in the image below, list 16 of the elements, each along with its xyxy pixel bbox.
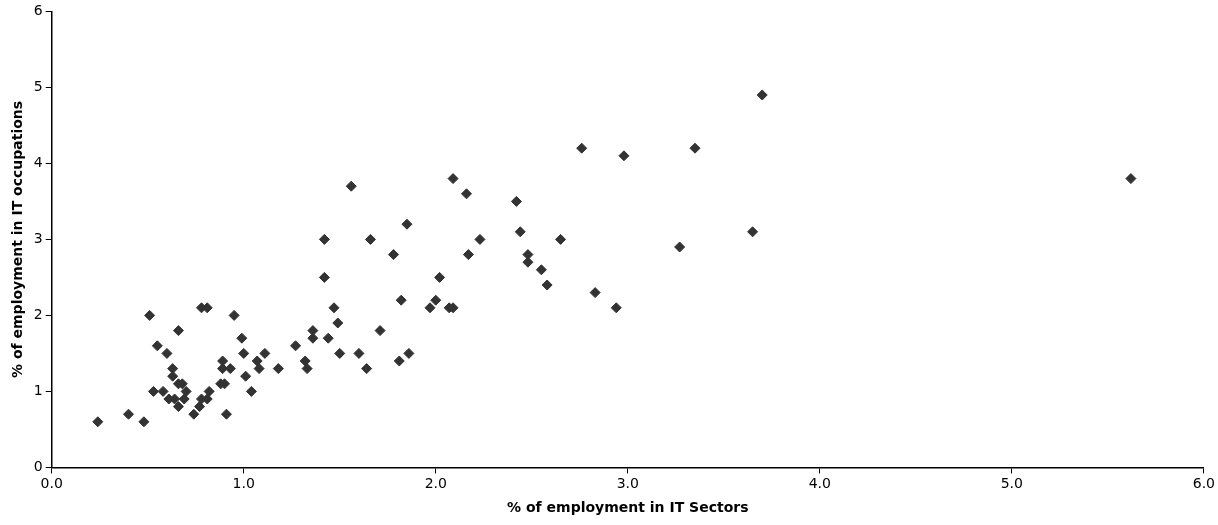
x-tick-label: 4.0 (808, 475, 831, 492)
y-tick-label: 5 (33, 78, 43, 95)
x-tick-label: 3.0 (616, 475, 639, 492)
x-tick-label: 6.0 (1192, 475, 1215, 492)
y-tick-label: 3 (33, 230, 43, 247)
x-tick-label: 1.0 (232, 475, 255, 492)
x-tick-label: 5.0 (1000, 475, 1023, 492)
y-tick-label: 4 (33, 154, 43, 171)
x-tick-label: 0.0 (40, 475, 63, 492)
x-tick-label: 2.0 (424, 475, 447, 492)
x-axis-title: % of employment in IT Sectors (507, 499, 749, 516)
y-tick-label: 2 (33, 306, 43, 323)
y-tick-label: 6 (33, 2, 43, 19)
y-tick-label: 1 (33, 382, 43, 399)
y-axis-title: % of employment in IT occupations (9, 100, 26, 378)
y-tick-label: 0 (33, 458, 43, 475)
